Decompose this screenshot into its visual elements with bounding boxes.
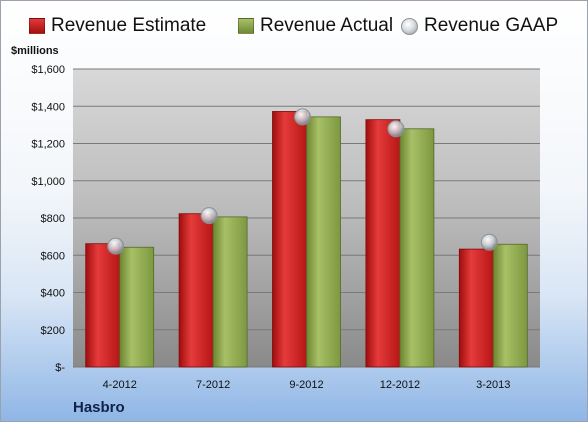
legend-item-revenue-gaap: Revenue GAAP [401, 15, 558, 37]
legend-label-gaap: Revenue GAAP [424, 15, 559, 36]
legend-swatch-actual [238, 18, 254, 34]
y-tick-label: $1,000 [31, 176, 65, 188]
revenue-actual-bar [306, 116, 341, 368]
y-tick-label: $1,600 [31, 64, 65, 76]
revenue-estimate-bar [272, 111, 307, 368]
y-tick-label: $- [55, 362, 65, 374]
y-axis-unit-label: $millions [11, 45, 59, 57]
revenue-estimate-bar [365, 119, 401, 368]
revenue-actual-bar [399, 128, 435, 368]
revenue-estimate-bar [85, 243, 121, 368]
revenue-actual-bar [212, 216, 248, 368]
y-tick-label: $1,400 [31, 101, 65, 113]
bar-series [85, 111, 528, 368]
x-tick-label: 12-2012 [380, 379, 420, 391]
y-tick-label: $400 [41, 288, 65, 300]
legend-label-estimate: Revenue Estimate [51, 15, 207, 36]
legend-marker-gaap [401, 17, 418, 35]
revenue-gaap-marker [107, 237, 125, 255]
x-axis-ticks: 4-2012 7-2012 9-2012 12-2012 3-2013 [103, 379, 511, 391]
y-axis-ticks: $- $200 $400 $600 $800 $1,000 $1,200 $1,400 $1,6… [31, 64, 65, 374]
y-tick-label: $200 [41, 325, 65, 337]
x-tick-label: 9-2012 [289, 379, 323, 391]
revenue-actual-bar [119, 246, 155, 368]
y-tick-label: $1,200 [31, 139, 65, 151]
legend-label-actual: Revenue Actual [260, 15, 394, 36]
x-tick-label: 7-2012 [196, 379, 230, 391]
revenue-gaap-marker [387, 120, 405, 138]
revenue-estimate-bar [178, 213, 214, 368]
legend-item-revenue-estimate: Revenue Estimate [29, 15, 206, 37]
revenue-gaap-marker [480, 233, 498, 251]
chart-legend: Revenue Estimate Revenue Actual Revenue … [1, 15, 587, 43]
y-tick-label: $800 [41, 213, 65, 225]
x-tick-label: 3-2013 [476, 379, 510, 391]
company-name: Hasbro [73, 399, 125, 416]
revenue-gaap-marker [200, 207, 218, 225]
revenue-estimate-bar [458, 248, 494, 368]
legend-swatch-estimate [29, 18, 45, 34]
revenue-gaap-marker [294, 108, 311, 126]
gaap-markers [107, 108, 498, 255]
y-tick-label: $600 [41, 250, 65, 262]
legend-item-revenue-actual: Revenue Actual [238, 15, 393, 37]
x-tick-label: 4-2012 [103, 379, 137, 391]
revenue-actual-bar [492, 243, 528, 368]
